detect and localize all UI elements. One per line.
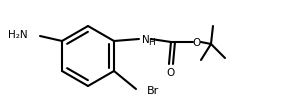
- Text: O: O: [167, 68, 175, 78]
- Text: O: O: [193, 38, 201, 48]
- Text: N: N: [142, 35, 150, 45]
- Text: H₂N: H₂N: [9, 30, 28, 40]
- Text: H: H: [148, 38, 155, 48]
- Text: Br: Br: [147, 86, 159, 96]
